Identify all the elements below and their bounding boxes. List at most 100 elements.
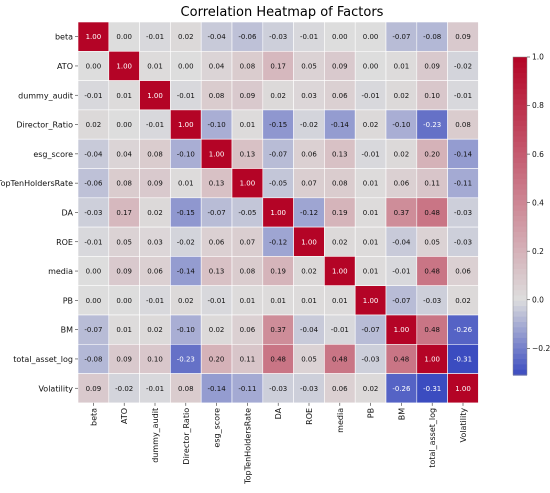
colorbar-segment xyxy=(513,359,527,365)
colorbar-segment xyxy=(513,226,527,233)
cell-value-label: 0.09 xyxy=(147,180,163,188)
heatmap-cell xyxy=(139,21,171,52)
cell-value-label: 0.48 xyxy=(332,355,348,363)
row-label: Director_Ratio xyxy=(16,121,73,130)
cell-value-label: 1.00 xyxy=(332,268,348,276)
cell-value-label: -0.03 xyxy=(454,209,472,217)
heatmap-cell xyxy=(354,285,387,316)
heatmap-cell xyxy=(416,168,448,199)
cell-value-label: -0.02 xyxy=(177,238,195,246)
heatmap-cell xyxy=(170,373,202,404)
cell-value-label: -0.03 xyxy=(454,238,472,246)
heatmap-cell xyxy=(324,226,356,257)
row-label: ROE xyxy=(56,238,73,247)
cell-value-label: 0.00 xyxy=(86,268,102,276)
column-label: DA xyxy=(274,407,283,419)
heatmap-cell xyxy=(385,109,418,140)
heatmap-cell xyxy=(324,256,356,286)
column-label: Volatility xyxy=(459,408,468,443)
cell-value-label: 0.08 xyxy=(178,385,194,393)
heatmap-cell xyxy=(324,343,356,374)
cell-value-label: 0.05 xyxy=(424,238,440,246)
heatmap-cell xyxy=(108,80,140,111)
heatmap-cell xyxy=(262,197,294,228)
heatmap-cell xyxy=(170,343,202,374)
heatmap-cell xyxy=(293,50,325,81)
colorbar-segment xyxy=(513,231,527,238)
cell-value-label: 0.02 xyxy=(209,326,225,334)
heatmap-cell xyxy=(293,168,325,199)
colorbar-segment xyxy=(513,269,527,275)
heatmap-cell xyxy=(200,314,233,345)
heatmap-cell xyxy=(354,109,387,140)
cell-value-label: -0.11 xyxy=(454,180,472,188)
cell-value-label: -0.01 xyxy=(146,385,164,393)
heatmap-cell xyxy=(108,168,140,199)
heatmap-cell xyxy=(293,256,325,286)
heatmap-cell xyxy=(139,80,171,111)
heatmap-cell xyxy=(293,314,325,345)
cell-value-label: 0.01 xyxy=(363,268,379,276)
cell-value-label: -0.31 xyxy=(454,355,472,363)
colorbar-segment xyxy=(513,258,527,265)
heatmap-cell xyxy=(108,285,140,316)
row-label: TopTenHoldersRate xyxy=(0,179,73,188)
heatmap-cell xyxy=(324,285,356,316)
column-label: Director_Ratio xyxy=(182,408,191,465)
row-label: media xyxy=(48,267,73,276)
heatmap-cell xyxy=(416,109,448,140)
cell-value-label: -0.03 xyxy=(362,355,380,363)
heatmap-cell xyxy=(262,50,294,81)
cell-value-label: 0.06 xyxy=(147,268,163,276)
colorbar-segment xyxy=(513,353,527,360)
cell-value-label: -0.10 xyxy=(177,326,195,334)
heatmap-cell xyxy=(447,373,479,404)
heatmap-cells: 1.00 0.00 -0.01 0.02 -0.04 -0.06 -0.03 -0.01 0.0… xyxy=(77,21,479,404)
cell-value-label: 0.10 xyxy=(147,355,163,363)
colorbar-segment xyxy=(513,216,527,222)
colorbar-tick-label: 1.0 xyxy=(532,53,544,62)
heatmap-cell xyxy=(385,226,418,257)
heatmap-cell xyxy=(416,21,448,52)
colorbar-segment xyxy=(513,62,527,69)
cell-value-label: -0.26 xyxy=(454,326,473,334)
heatmap-cell xyxy=(200,80,233,111)
colorbar-segment xyxy=(513,311,527,318)
column-label: media xyxy=(336,408,345,433)
cell-value-label: 0.02 xyxy=(270,92,286,100)
colorbar-segment xyxy=(513,88,527,95)
heatmap-cell xyxy=(385,168,418,199)
cell-value-label: 0.02 xyxy=(363,121,379,129)
cell-value-label: -0.10 xyxy=(177,150,195,158)
cell-value-label: 0.48 xyxy=(394,355,410,363)
colorbar-segment xyxy=(513,322,527,328)
cell-value-label: -0.07 xyxy=(208,209,226,217)
colorbar-segment xyxy=(513,242,527,249)
cell-value-label: -0.07 xyxy=(84,326,102,334)
heatmap-cell xyxy=(262,373,294,404)
cell-value-label: 0.01 xyxy=(178,180,194,188)
cell-value-label: 0.00 xyxy=(86,297,102,305)
cell-value-label: -0.02 xyxy=(115,385,133,393)
column-label: ROE xyxy=(305,408,314,425)
heatmap-cell xyxy=(416,285,448,316)
row-label: beta xyxy=(55,33,73,42)
colorbar-segment xyxy=(513,253,527,259)
cell-value-label: -0.01 xyxy=(300,33,318,41)
cell-value-label: 0.11 xyxy=(424,180,440,188)
colorbar-segment xyxy=(513,125,527,132)
heatmap-cell xyxy=(231,226,264,257)
cell-value-label: 0.00 xyxy=(86,62,102,70)
cell-value-label: 0.00 xyxy=(116,121,132,129)
heatmap-cell xyxy=(108,21,140,52)
cell-value-label: -0.12 xyxy=(269,238,287,246)
heatmap-cell xyxy=(170,168,202,199)
heatmap-cell xyxy=(354,50,387,81)
heatmap-cell xyxy=(385,256,418,286)
cell-value-label: 0.04 xyxy=(209,62,225,70)
cell-value-label: 0.02 xyxy=(147,326,163,334)
column-label: PB xyxy=(367,408,376,418)
cell-value-label: 0.13 xyxy=(209,268,225,276)
cell-value-label: -0.08 xyxy=(84,355,102,363)
colorbar-segment xyxy=(513,168,527,175)
